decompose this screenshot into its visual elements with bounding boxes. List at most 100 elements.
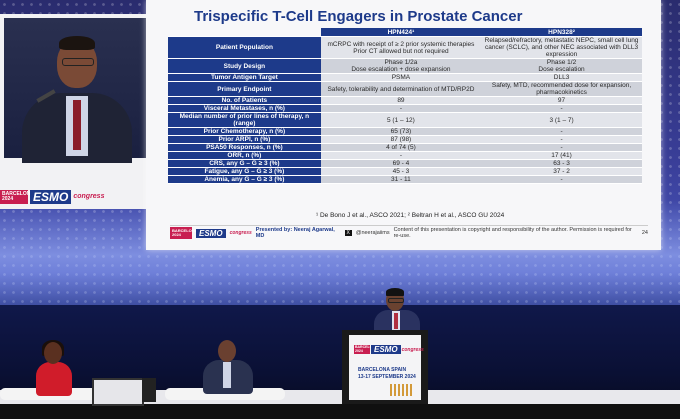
hpn328-cell: 37 - 2 [481, 167, 642, 176]
table-row: No. of Patients 89 97 [168, 96, 642, 105]
hpn424-cell: 45 - 3 [320, 167, 482, 176]
hpn328-cell: 3 (1 – 7) [481, 112, 642, 128]
hpn424-cell: 4 of 74 (5) [320, 143, 482, 152]
hpn328-cell: Relapsed/refractory, metastatic NEPC, sm… [481, 36, 642, 59]
panelist-woman-body [36, 362, 72, 396]
congress-word: congress [73, 193, 105, 200]
row-label: ORR, n (%) [168, 151, 321, 160]
podium-city: BARCELONA SPAIN [358, 367, 407, 373]
table-row: ORR, n (%) -17 (41) [168, 151, 642, 160]
podium-congress-word: congress [401, 346, 424, 353]
table-row: Study Design Phase 1/2a Dose escalation +… [168, 58, 642, 74]
hpn328-cell: - [481, 175, 642, 184]
table-row: Fatigue, any G – G ≥ 3 (%) 45 - 3 37 - 2 [168, 167, 642, 176]
presenter-hair [386, 288, 404, 296]
table-row: Median number of prior lines of therapy,… [168, 112, 642, 128]
hpn424-cell: 69 - 4 [320, 159, 482, 168]
hpn328-cell: - [481, 143, 642, 152]
table-body: Patient Population mCRPC with receipt of … [168, 36, 642, 184]
hpn424-cell: 31 - 11 [320, 175, 482, 184]
monitor-stand [142, 378, 156, 402]
hpn328-cell: - [481, 104, 642, 113]
table-row: PSA50 Responses, n (%) 4 of 74 (5) - [168, 143, 642, 152]
row-label: PSA50 Responses, n (%) [168, 143, 321, 152]
row-label: Fatigue, any G – G ≥ 3 (%) [168, 167, 321, 176]
table-row: CRS, any G – G ≥ 3 (%) 69 - 4 63 - 3 [168, 159, 642, 168]
hpn424-cell: 5 (1 – 12) [320, 112, 482, 128]
podium-logo: BARCELONA 2024 ESMO congress [354, 345, 424, 354]
footer-esmo-wordmark: ESMO [196, 228, 226, 238]
presentation-slide: Trispecific T-Cell Engagers in Prostate … [146, 0, 661, 250]
presenter-glasses [388, 298, 404, 303]
table-row: Anemia, any G – G ≥ 3 (%) 31 - 11- [168, 175, 642, 184]
podium-graphic [390, 384, 414, 396]
hpn424-cell: Safety, tolerability and determination o… [320, 81, 482, 97]
row-label: Patient Population [168, 36, 321, 59]
esmo-wordmark: ESMO [30, 189, 72, 204]
slide-footer: BARCELONA 2024 ESMO congress Presented b… [170, 225, 648, 240]
panelist-man-shirt [223, 362, 231, 388]
podium-dates: 13-17 SEPTEMBER 2024 [358, 374, 416, 380]
footer-congress-word: congress [229, 230, 252, 236]
hpn328-cell: Phase 1/2 Dose escalation [481, 58, 642, 74]
table-header-blank [168, 28, 321, 37]
panelist-man-head [218, 340, 236, 362]
esmo-logo: BARCELONA 2024 ESMO congress [0, 184, 153, 209]
speaker-video-frame [4, 18, 149, 163]
hpn328-cell: - [481, 127, 642, 136]
podium-esmo-wordmark: ESMO [371, 345, 401, 354]
row-label: CRS, any G – G ≥ 3 (%) [168, 159, 321, 168]
hpn424-cell: - [320, 104, 482, 113]
table-row: Prior Chemotherapy, n (%) 65 (73) - [168, 127, 642, 136]
row-label: Tumor Antigen Target [168, 73, 321, 82]
speaker-tie [73, 100, 81, 150]
speaker-glasses [62, 58, 94, 66]
footer-barcelona-badge: BARCELONA 2024 [170, 227, 198, 239]
comparison-table: HPN424¹ HPN328² Patient Population mCRPC … [168, 28, 642, 184]
table-row: Patient Population mCRPC with receipt of … [168, 36, 642, 59]
hpn424-cell: 87 (98) [320, 135, 482, 144]
table-header-row: HPN424¹ HPN328² [168, 28, 642, 37]
hpn424-cell: mCRPC with receipt of ≥ 2 prior systemic… [320, 36, 482, 59]
hpn424-cell: Phase 1/2a Dose escalation + dose expans… [320, 58, 482, 74]
hpn328-cell: DLL3 [481, 73, 642, 82]
speaker-video-screen: BARCELONA 2024 ESMO congress [0, 14, 153, 209]
hpn424-cell: 89 [320, 96, 482, 105]
page-number: 24 [641, 230, 648, 236]
table-row: Visceral Metastases, n (%) - - [168, 104, 642, 113]
row-label: Median number of prior lines of therapy,… [168, 112, 321, 128]
row-label: No. of Patients [168, 96, 321, 105]
row-label: Anemia, any G – G ≥ 3 (%) [168, 175, 321, 184]
hpn328-cell: Safety, MTD, recommended dose for expans… [481, 81, 642, 97]
hpn424-cell: 65 (73) [320, 127, 482, 136]
podium-barcelona-badge: BARCELONA 2024 [354, 345, 378, 354]
row-label: Prior Chemotherapy, n (%) [168, 127, 321, 136]
table-row: Tumor Antigen Target PSMA DLL3 [168, 73, 642, 82]
presented-by: Presented by: Neeraj Agarwal, MD [255, 227, 335, 239]
confidence-monitor [92, 378, 144, 406]
row-label: Prior ARPI, n (%) [168, 135, 321, 144]
disclaimer: Content of this presentation is copyrigh… [393, 227, 632, 239]
social-handle: @neerajaiims [355, 230, 390, 236]
slide-title: Trispecific T-Cell Engagers in Prostate … [194, 8, 523, 25]
hpn328-cell: - [481, 135, 642, 144]
chair-middle [165, 388, 285, 400]
row-label: Primary Endpoint [168, 81, 321, 97]
speaker-hair [59, 36, 95, 50]
stage-edge [0, 404, 680, 419]
hpn328-cell: 63 - 3 [481, 159, 642, 168]
panelist-woman-head [44, 342, 62, 364]
hpn328-cell: 97 [481, 96, 642, 105]
presenter-tie [394, 313, 398, 329]
hpn424-cell: PSMA [320, 73, 482, 82]
table-header-hpn328: HPN328² [481, 28, 642, 37]
table-row: Primary Endpoint Safety, tolerability and… [168, 81, 642, 97]
references: ¹ De Bono J et al., ASCO 2021; ² Beltran… [316, 212, 505, 219]
hpn424-cell: - [320, 151, 482, 160]
row-label: Visceral Metastases, n (%) [168, 104, 321, 113]
table-header-hpn424: HPN424¹ [320, 28, 482, 37]
hpn328-cell: 17 (41) [481, 151, 642, 160]
row-label: Study Design [168, 58, 321, 74]
barcelona-badge: BARCELONA 2024 [0, 189, 34, 204]
